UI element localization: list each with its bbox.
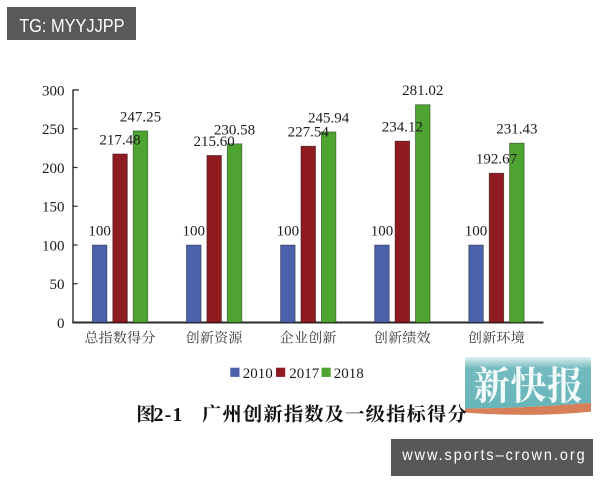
svg-text:215.60: 215.60 <box>194 134 235 150</box>
svg-text:300: 300 <box>42 83 65 99</box>
svg-text:281.02: 281.02 <box>402 83 443 99</box>
svg-text:250: 250 <box>42 122 65 138</box>
svg-text:192.67: 192.67 <box>476 152 518 168</box>
svg-text:217.48: 217.48 <box>99 132 140 148</box>
svg-text:100: 100 <box>88 224 111 240</box>
svg-text:0: 0 <box>57 316 65 332</box>
svg-text:2017: 2017 <box>289 366 320 382</box>
svg-text:50: 50 <box>50 277 65 293</box>
svg-text:234.12: 234.12 <box>382 120 423 136</box>
svg-text:www.sports–crown.org: www.sports–crown.org <box>401 446 586 464</box>
svg-text:200: 200 <box>42 161 65 177</box>
svg-text:100: 100 <box>371 224 394 240</box>
svg-text:2010: 2010 <box>243 366 273 382</box>
svg-text:247.25: 247.25 <box>120 109 161 125</box>
svg-text:100: 100 <box>465 224 488 240</box>
svg-text:100: 100 <box>183 224 206 240</box>
svg-text:2-1: 2-1 <box>154 404 184 426</box>
svg-text:231.43: 231.43 <box>496 122 537 138</box>
svg-text:100: 100 <box>277 224 300 240</box>
svg-text:245.94: 245.94 <box>308 110 350 126</box>
svg-text:150: 150 <box>42 200 65 216</box>
svg-text:TG: MYYJJPP: TG: MYYJJPP <box>19 15 124 36</box>
svg-text:100: 100 <box>42 238 65 254</box>
svg-text:2018: 2018 <box>334 366 364 382</box>
svg-text:230.58: 230.58 <box>214 122 255 138</box>
svg-text:227.54: 227.54 <box>288 125 330 141</box>
